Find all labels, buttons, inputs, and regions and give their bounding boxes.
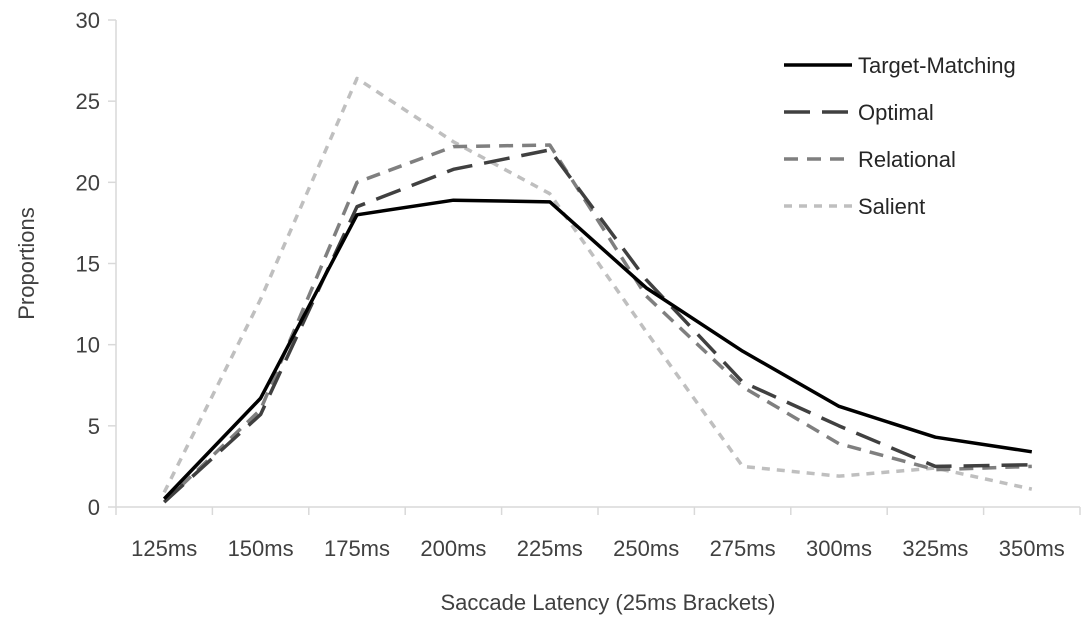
x-tick-labels: 125ms 150ms 175ms 200ms 225ms 250ms 275ms 300ms… <box>115 507 1081 561</box>
x-tick-label: 300ms <box>806 536 872 561</box>
legend-label-salient: Salient <box>858 194 925 219</box>
series-lines <box>162 76 1033 504</box>
x-tick-label: 350ms <box>999 536 1065 561</box>
series-line-target-matching <box>162 198 1033 501</box>
x-tick-label: 325ms <box>902 536 968 561</box>
y-tick-label: 30 <box>76 8 100 33</box>
legend-label-target-matching: Target-Matching <box>858 53 1016 78</box>
series-line-salient <box>162 76 1033 494</box>
series-line-optimal <box>163 148 1032 504</box>
series-line-relational <box>162 143 1032 504</box>
x-tick-label: 150ms <box>228 536 294 561</box>
x-tick-label: 225ms <box>517 536 583 561</box>
x-tick-label: 250ms <box>613 536 679 561</box>
x-tick-label: 275ms <box>710 536 776 561</box>
legend: Target-Matching Optimal Relational Salient <box>784 53 1016 219</box>
legend-label-optimal: Optimal <box>858 100 934 125</box>
y-tick-label: 5 <box>88 414 100 439</box>
y-tick-label: 20 <box>76 170 100 195</box>
y-tick-labels: 0 5 10 15 20 25 30 <box>76 8 116 520</box>
x-tick-label: 125ms <box>131 536 197 561</box>
y-tick-label: 25 <box>76 89 100 114</box>
x-tick-label: 175ms <box>324 536 390 561</box>
x-axis-title: Saccade Latency (25ms Brackets) <box>440 590 775 615</box>
x-tick-label: 200ms <box>420 536 486 561</box>
y-tick-label: 10 <box>76 333 100 358</box>
y-axis-title: Proportions <box>14 207 39 320</box>
y-tick-label: 0 <box>88 495 100 520</box>
legend-label-relational: Relational <box>858 147 956 172</box>
y-tick-label: 15 <box>76 252 100 277</box>
